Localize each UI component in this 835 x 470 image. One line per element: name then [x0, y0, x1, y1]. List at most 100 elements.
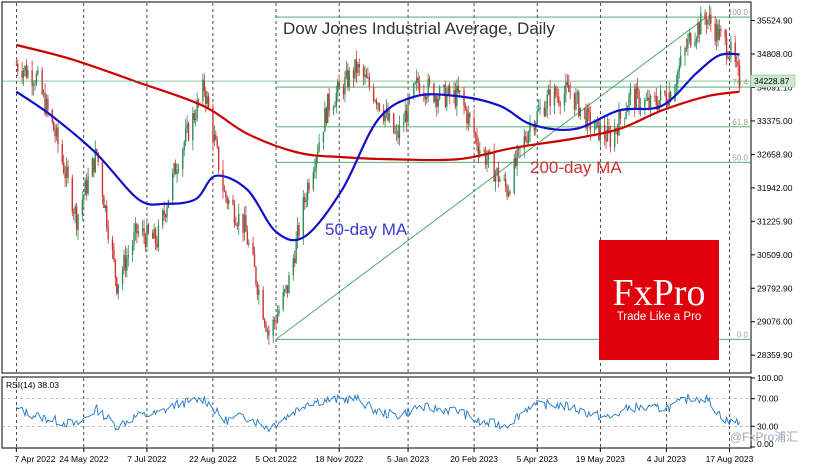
candle-body	[206, 96, 208, 104]
watermark: @FxPro浦汇	[730, 430, 798, 444]
candle-body	[364, 74, 366, 77]
candle-body	[595, 119, 597, 130]
candle-body	[276, 314, 279, 323]
candle-body	[648, 97, 650, 108]
candle-body	[103, 196, 105, 209]
candle-body	[374, 100, 376, 102]
candle-body	[629, 88, 632, 96]
candle-body	[302, 197, 305, 236]
candle-body	[288, 275, 290, 294]
candle-body	[236, 225, 239, 227]
candle-body	[649, 95, 652, 108]
candle-body	[35, 73, 38, 85]
candle-body	[196, 99, 198, 119]
ma50-line	[15, 52, 740, 242]
candle-body	[715, 24, 718, 42]
candle-body	[203, 79, 206, 92]
candle-body	[113, 249, 115, 260]
candle-body	[717, 24, 719, 40]
candle-body	[174, 163, 177, 175]
candle-body	[454, 90, 457, 107]
candle-body	[27, 70, 29, 78]
candle-body	[654, 95, 656, 97]
candle-body	[368, 77, 371, 88]
candle-body	[523, 136, 525, 149]
candle-body	[494, 172, 497, 182]
candle-body	[255, 267, 257, 284]
candle-body	[246, 231, 249, 245]
candle-body	[665, 93, 668, 103]
candle-body	[724, 30, 726, 38]
rsi-line	[15, 393, 740, 433]
candle-body	[734, 42, 736, 62]
candle-body	[164, 214, 167, 218]
candle-body	[141, 228, 144, 232]
candle-body	[644, 99, 646, 107]
candle-body	[324, 108, 326, 132]
candle-body	[37, 70, 39, 74]
candle-body	[645, 99, 647, 101]
candle-body	[228, 199, 230, 204]
candle-body	[479, 150, 481, 154]
candle-body	[714, 23, 716, 42]
price-tick-label: 34091.10	[757, 82, 793, 92]
candle-body	[497, 168, 500, 182]
candle-body	[62, 162, 65, 174]
candle-body	[725, 37, 728, 58]
candle-body	[558, 96, 560, 104]
candle-body	[537, 108, 540, 111]
candle-body	[282, 291, 284, 310]
candle-body	[710, 14, 712, 24]
date-tick-label: 5 Oct 2022	[255, 454, 297, 464]
candle-body	[405, 111, 408, 123]
candle-body	[153, 228, 155, 239]
candle-body	[493, 151, 495, 182]
candle-body	[569, 91, 571, 93]
candle-body	[579, 107, 581, 117]
candle-body	[453, 90, 455, 97]
candle-body	[222, 170, 224, 191]
candle-body	[314, 168, 316, 173]
candle-body	[352, 70, 355, 79]
candle-body	[256, 283, 259, 295]
candle-body	[73, 212, 75, 214]
candle-body	[195, 118, 197, 121]
price-tick-label: 31225.90	[757, 216, 793, 226]
candle-body	[563, 93, 566, 106]
candle-body	[477, 145, 480, 154]
candle-body	[547, 89, 550, 95]
candle-body	[624, 118, 626, 119]
candle-body	[166, 207, 168, 218]
candle-body	[367, 77, 369, 79]
candle-body	[17, 63, 19, 71]
candle-body	[355, 59, 358, 73]
candle-body	[354, 59, 356, 79]
candle-body	[57, 127, 59, 145]
candle-body	[93, 158, 95, 172]
candle-body	[459, 90, 461, 93]
candle-body	[47, 98, 49, 110]
candle-body	[378, 103, 381, 111]
candle-body	[464, 105, 467, 110]
candle-body	[15, 63, 18, 65]
candle-body	[398, 124, 401, 139]
candle-body	[415, 77, 418, 83]
candle-body	[384, 114, 386, 122]
candle-body	[533, 124, 536, 131]
candle-body	[685, 48, 688, 49]
candle-body	[609, 131, 612, 148]
candle-body	[618, 110, 620, 136]
fib-level-label: 61.8	[732, 118, 748, 127]
ma50-label: 50-day MA	[325, 220, 408, 239]
candle-body	[162, 210, 164, 226]
current-price-marker	[750, 74, 796, 88]
candle-body	[616, 129, 619, 136]
candle-body	[687, 38, 689, 49]
candle-body	[272, 319, 274, 336]
candle-body	[74, 206, 76, 214]
candle-body	[372, 87, 375, 101]
candle-body	[559, 103, 561, 106]
candle-body	[226, 197, 228, 204]
candle-body	[599, 124, 602, 141]
